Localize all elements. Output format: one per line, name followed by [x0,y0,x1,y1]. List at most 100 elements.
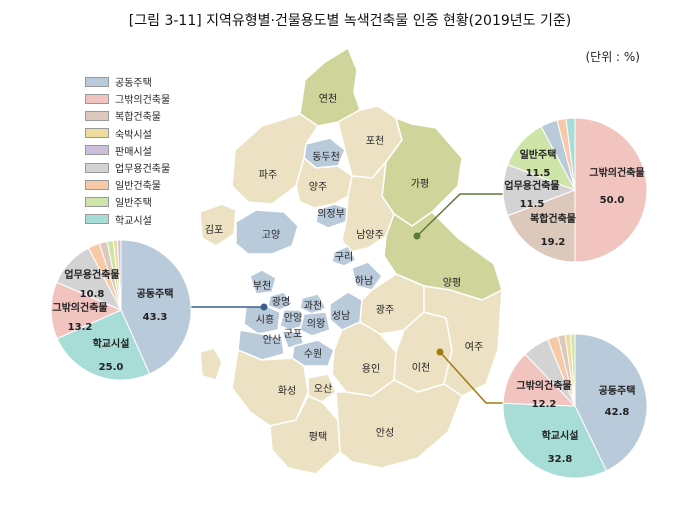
region-label: 부천 [253,280,271,292]
region-label: 남양주 [356,229,384,241]
region-label: 고양 [262,229,280,241]
leader-line-bottom [439,351,510,404]
pie-slice-label: 그밖의건축물 [589,166,644,179]
region-label: 동두천 [312,151,340,163]
legend-item: 복합건축물 [85,107,170,124]
region-uiwang [299,311,331,337]
pie-slice-value: 19.2 [541,237,566,248]
region-label: 안양 [284,312,302,324]
pie-slice [565,117,576,191]
pie-slice-label: 학교시설 [93,337,130,350]
region-label: 성남 [332,310,350,322]
pie-chart-top-right [502,117,648,263]
legend-swatch [85,110,109,121]
legend-swatch [85,196,109,207]
pie-slice [502,402,608,479]
region-label: 안산 [263,334,281,346]
leader-dot-bottom [436,348,444,356]
pie-slice-label: 공동주택 [137,287,174,300]
legend-item: 공동주택 [85,73,170,90]
region-label: 오산 [314,383,332,395]
legend-label: 그밖의건축물 [115,95,171,107]
region-label: 연천 [319,93,337,105]
region-label: 의정부 [317,208,345,220]
region-label: 구리 [335,251,353,263]
pie-slice-value: 11.5 [520,199,545,210]
pie-slice-label: 복합건축물 [530,212,576,225]
legend-label: 공동주택 [115,78,152,90]
unit-label: (단위 : %) [585,50,640,64]
legend-label: 판매시설 [115,146,152,158]
region-label: 여주 [465,341,483,353]
pie-slice [120,239,192,375]
region-gwangmyeong [267,291,293,311]
region-label: 군포 [284,328,302,340]
leader-dot-left [260,303,268,311]
pie-bottom-labels: 공동주택 42.8 학교시설 32.8 그밖의건축물 12.2 [516,379,635,465]
legend-swatch [85,162,109,173]
region-bucheon [249,269,277,295]
region-label: 양주 [309,181,327,193]
legend-item: 업무용건축물 [85,159,170,176]
region-label: 김포 [205,224,223,236]
pie-slice-value: 32.8 [548,454,573,465]
pie-slice-label: 업무용건축물 [64,268,119,281]
pie-slice [56,309,151,381]
pie-slice-value: 43.3 [143,312,168,323]
legend-label: 일반주택 [115,198,152,210]
legend-label: 일반건축물 [115,181,161,193]
legend-item: 그밖의건축물 [85,90,170,107]
region-label: 양평 [443,277,461,289]
region-label: 시흥 [256,313,274,326]
legend-label: 복합건축물 [115,112,161,124]
pie-chart-bottom-right [502,333,648,479]
pie-slice-value: 10.8 [80,289,105,300]
region-label: 가평 [411,178,429,190]
region-label: 수원 [304,348,322,360]
pie-slice-label: 그밖의건축물 [52,301,107,314]
pie-slice-label: 그밖의건축물 [516,379,571,392]
region-label: 광주 [376,304,394,316]
region-label: 하남 [355,274,373,287]
region-gwacheon [299,293,327,315]
region-goyang [235,209,299,255]
pie-slice-label: 공동주택 [599,384,636,397]
region-labels: 연천 포천 동두천 파주 양주 가평 의정부 김포 고양 남양주 구리 양평 하… [205,93,483,443]
region-gimpo [199,203,237,247]
pie-slice [574,333,648,472]
pie-slice [116,239,122,311]
pie-slice-value: 13.2 [68,322,93,333]
pie-slice [574,117,648,263]
legend-swatch [85,145,109,156]
region-anseong [335,379,463,469]
legend-item: 숙박시설 [85,125,170,142]
pie-slice-value: 25.0 [99,362,124,373]
pie-slice-value: 50.0 [600,195,625,206]
pie-left-labels: 공동주택 43.3 학교시설 25.0 그밖의건축물 13.2 업무용건축물 1… [52,268,173,373]
region-label: 이천 [412,362,430,374]
region-label: 광명 [272,296,290,308]
legend-item: 판매시설 [85,142,170,159]
region-anyang [279,309,305,331]
leader-line-top [416,193,512,237]
region-label: 의왕 [307,318,325,330]
pie-slice [507,189,576,263]
pie-slice-label: 일반주택 [520,148,557,161]
legend-item: 일반주택 [85,193,170,210]
region-island [199,347,223,381]
legend-swatch [85,93,109,104]
leader-dot-top [413,232,421,240]
legend-swatch [85,128,109,139]
region-label: 안성 [376,427,394,439]
region-label: 파주 [259,169,277,181]
legend-item: 학교시설 [85,211,170,228]
legend-swatch [85,179,109,190]
legend-label: 업무용건축물 [115,164,171,176]
region-label: 평택 [309,431,327,443]
pie-slice [50,281,123,340]
pie-top-labels: 그밖의건축물 50.0 복합건축물 19.2 업무용건축물 11.5 일반주택 … [504,148,644,248]
pie-slice-value: 42.8 [605,407,630,418]
gyeonggi-map [199,47,503,475]
pie-slice-label: 업무용건축물 [504,179,559,192]
